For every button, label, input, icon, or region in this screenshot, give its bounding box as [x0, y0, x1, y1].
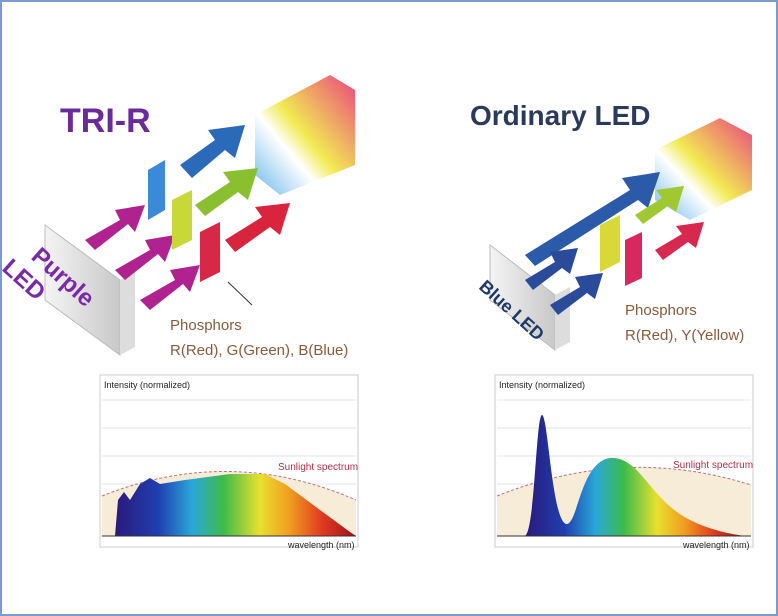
arrow-green: [195, 168, 258, 216]
reference-label: Sunlight spectrum: [673, 460, 753, 471]
filter-red: [625, 232, 642, 286]
arrow-blue: [550, 273, 603, 315]
phosphors-label: Phosphors: [170, 317, 242, 334]
x-label: wavelength (nm): [287, 540, 355, 550]
phosphors-colors: R(Red), Y(Yellow): [625, 327, 744, 344]
arrows: [85, 205, 200, 310]
title: Ordinary LED: [470, 100, 650, 131]
y-label: Intensity (normalized): [499, 380, 585, 390]
arrow-blue: [180, 125, 245, 178]
arrow-blue: [525, 248, 578, 290]
ordinary-led-panel: Ordinary LED Blue LED Phosphors R(Red), …: [470, 100, 754, 550]
arrow-blue-long: [525, 172, 660, 266]
reference-label: Sunlight spectrum: [278, 462, 358, 473]
phosphors-colors: R(Red), G(Green), B(Blue): [170, 342, 348, 359]
phosphors-label: Phosphors: [625, 302, 697, 319]
filter-blue: [148, 160, 165, 220]
sunlight-line: [101, 470, 357, 501]
x-label: wavelength (nm): [682, 540, 750, 550]
filter-green: [172, 190, 192, 250]
filter-yellow: [600, 215, 620, 272]
title: TRI-R: [60, 102, 151, 140]
tri-r-panel: TRI-R Purple LED Phosphors R(Red), G(Gre…: [0, 75, 359, 550]
arrow-yellow: [635, 186, 684, 224]
arrow-red: [655, 222, 704, 260]
filter-red: [200, 222, 220, 282]
led-side: [120, 272, 135, 355]
spectrum: [525, 415, 745, 536]
y-label: Intensity (normalized): [104, 380, 190, 390]
spectrum: [115, 474, 356, 536]
light-beam: [255, 75, 355, 195]
arrow-red: [225, 203, 290, 252]
pointer: [227, 281, 253, 306]
